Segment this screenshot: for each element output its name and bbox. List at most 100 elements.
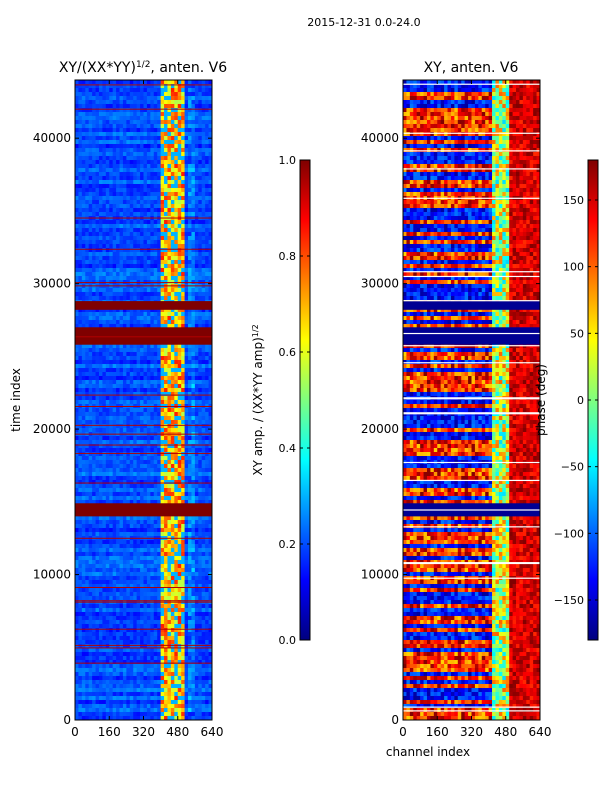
heat-cell	[109, 464, 114, 469]
heat-cell	[201, 92, 206, 97]
heat-cell	[198, 320, 203, 325]
heat-cell	[109, 144, 114, 149]
heat-cell	[143, 308, 148, 313]
heat-cell	[205, 400, 209, 405]
heat-cell	[201, 572, 206, 577]
heat-cell	[78, 380, 83, 385]
heat-cell	[133, 484, 138, 489]
heat-cell	[146, 80, 151, 85]
heat-cell	[143, 156, 148, 161]
heat-cell	[122, 412, 127, 417]
heat-cell	[88, 132, 93, 137]
heat-cell	[184, 296, 189, 301]
heat-cell	[201, 356, 206, 361]
heat-cell	[102, 444, 107, 449]
heat-cell	[81, 380, 86, 385]
heat-cell	[153, 124, 158, 129]
heat-cell	[129, 548, 134, 553]
heat-cell	[95, 120, 100, 125]
heat-cell	[102, 552, 107, 557]
heat-cell	[184, 352, 189, 357]
heat-cell	[184, 140, 189, 145]
heat-cell	[133, 364, 138, 369]
heat-cell	[198, 128, 203, 133]
heat-cell	[188, 368, 192, 373]
heat-cell	[140, 400, 144, 405]
heat-cell	[81, 136, 86, 141]
heat-cell	[116, 564, 120, 569]
heat-cell	[85, 316, 90, 321]
heat-cell	[160, 116, 165, 121]
heat-cell	[194, 440, 199, 445]
heat-cell	[136, 372, 141, 377]
heat-cell	[129, 564, 134, 569]
heat-cell	[181, 408, 185, 413]
heat-cell	[143, 576, 148, 581]
heat-cell	[116, 568, 120, 573]
heat-cell	[167, 564, 172, 569]
heat-cell	[153, 108, 158, 113]
heat-cell	[85, 516, 90, 521]
heat-cell	[136, 188, 141, 193]
heat-cell	[150, 172, 155, 177]
heat-cell	[92, 196, 96, 201]
heat-cell	[184, 372, 189, 377]
heat-cell	[205, 84, 209, 89]
heat-cell	[167, 248, 172, 253]
heat-cell	[136, 572, 141, 577]
heat-cell	[78, 436, 83, 441]
heat-cell	[157, 96, 162, 101]
heat-cell	[143, 296, 148, 301]
heat-cell	[150, 564, 155, 569]
heat-cell	[85, 384, 90, 389]
heat-cell	[153, 472, 158, 477]
heat-cell	[160, 460, 165, 465]
heat-cell	[122, 516, 127, 521]
heat-cell	[78, 516, 83, 521]
heat-cell	[208, 220, 212, 225]
heat-cell	[174, 264, 179, 269]
heat-cell	[150, 128, 155, 133]
heat-cell	[105, 476, 110, 481]
heat-cell	[198, 456, 203, 461]
heat-cell	[174, 396, 179, 401]
heat-cell	[181, 552, 185, 557]
heat-cell	[191, 144, 196, 149]
heat-cell	[92, 448, 96, 453]
heat-cell	[191, 200, 196, 205]
heat-cell	[75, 96, 79, 101]
heat-cell	[112, 400, 117, 405]
heat-cell	[136, 192, 141, 197]
heat-cell	[122, 124, 127, 129]
heat-cell	[119, 264, 124, 269]
heat-cell	[119, 236, 124, 241]
heat-cell	[116, 208, 120, 213]
heat-cell	[198, 112, 203, 117]
heat-cell	[188, 256, 192, 261]
heat-cell	[184, 236, 189, 241]
heat-cell	[78, 388, 83, 393]
heat-cell	[194, 252, 199, 257]
heat-cell	[143, 184, 148, 189]
heat-cell	[150, 372, 155, 377]
heat-cell	[153, 112, 158, 117]
heat-cell	[157, 360, 162, 365]
heat-cell	[208, 428, 212, 433]
heat-cell	[81, 320, 86, 325]
heat-cell	[177, 176, 182, 181]
heat-cell	[201, 324, 206, 329]
heat-cell	[201, 388, 206, 393]
heat-cell	[95, 272, 100, 277]
heat-cell	[150, 100, 155, 105]
heat-cell	[133, 104, 138, 109]
heat-cell	[170, 568, 175, 573]
heat-cell	[201, 368, 206, 373]
heat-cell	[92, 240, 96, 245]
heat-cell	[75, 476, 79, 481]
heat-cell	[88, 252, 93, 257]
heat-cell	[184, 420, 189, 425]
heat-cell	[167, 532, 172, 537]
heat-cell	[75, 320, 79, 325]
heat-cell	[136, 412, 141, 417]
heat-cell	[194, 572, 199, 577]
